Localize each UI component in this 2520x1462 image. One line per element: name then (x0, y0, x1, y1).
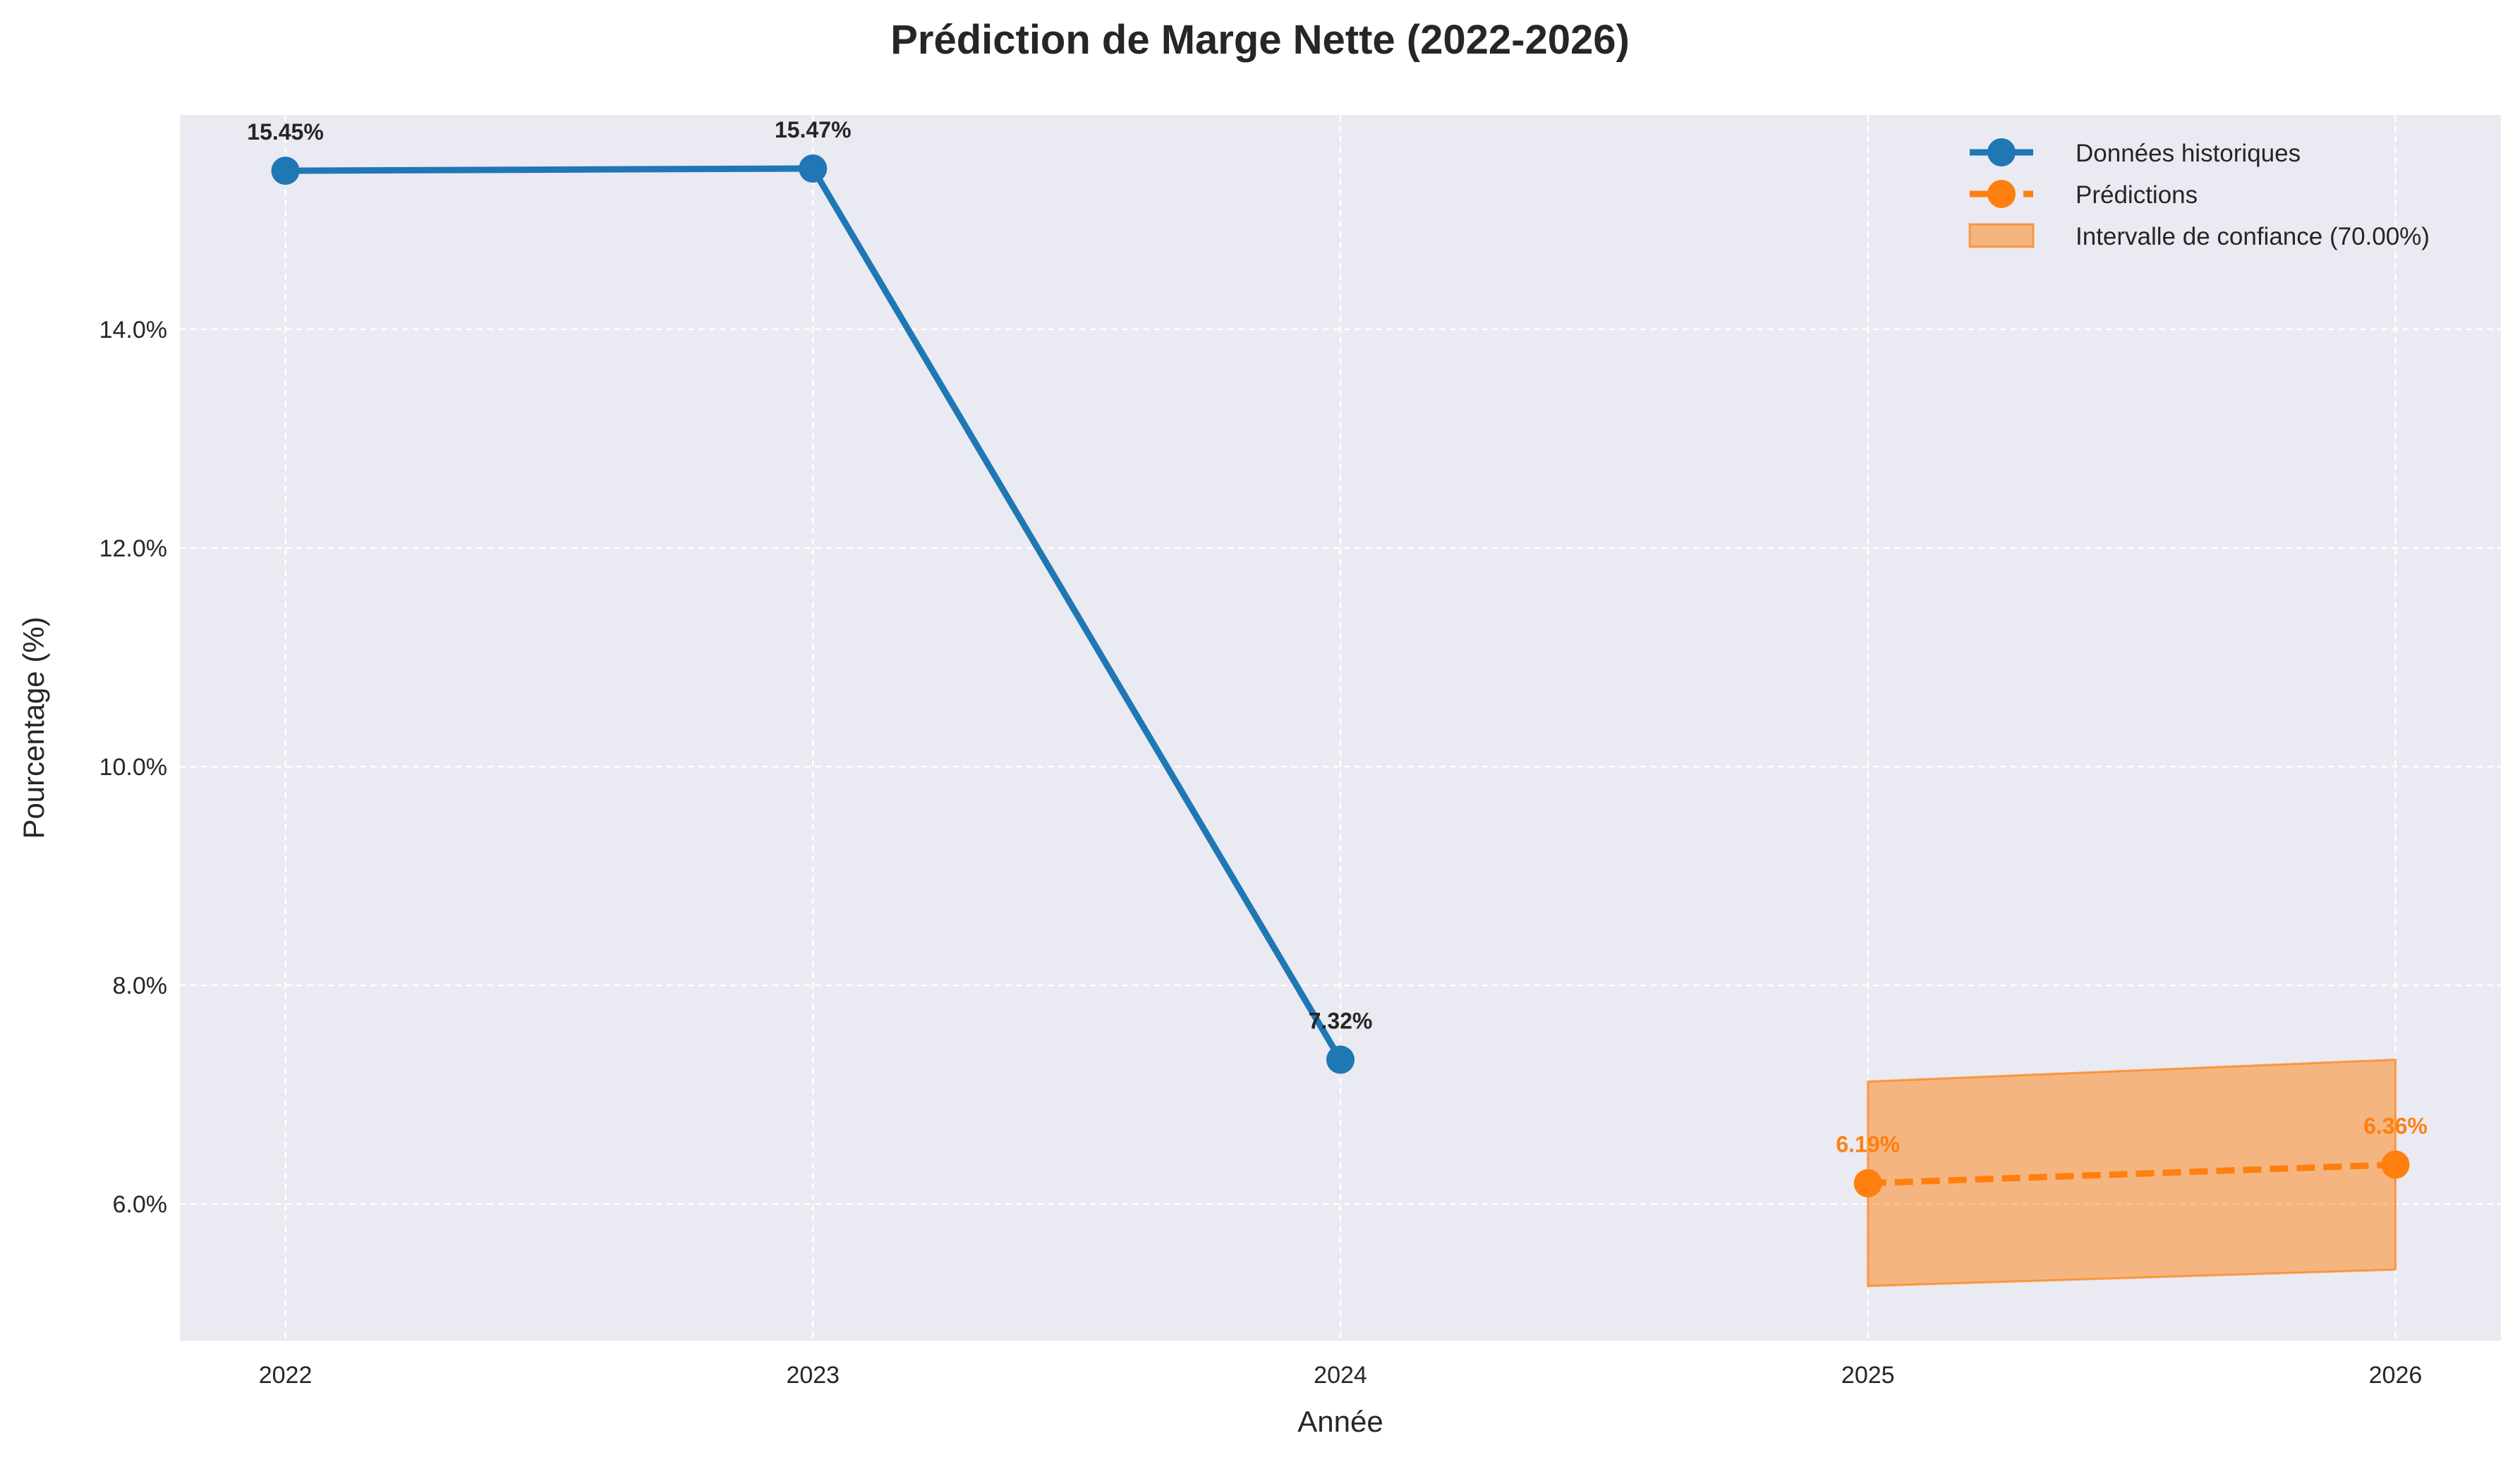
x-tick-label: 2023 (786, 1362, 840, 1389)
legend-swatch-predictions-marker (1987, 180, 2016, 208)
legend-swatch-historical-marker (1987, 138, 2016, 166)
data-label-historical: 7.32% (1309, 1009, 1373, 1034)
y-tick-label: 10.0% (99, 754, 167, 781)
x-axis-label: Année (1297, 1405, 1383, 1438)
series-line-predictions (1867, 1161, 2396, 1187)
data-label-predictions: 6.19% (1836, 1132, 1900, 1157)
data-label-predictions: 6.36% (2363, 1113, 2428, 1138)
chart-title: Prédiction de Marge Nette (2022-2026) (890, 17, 1630, 63)
confidence-interval-layer (1867, 1058, 2397, 1288)
data-label-historical: 15.47% (775, 117, 852, 142)
x-tick-label: 2026 (2369, 1362, 2423, 1389)
x-tick-label: 2025 (1841, 1362, 1895, 1389)
y-tick-label: 14.0% (99, 317, 167, 343)
legend-item-confidence: Intervalle de confiance (70.00%) (1968, 223, 2430, 250)
x-tick-label: 2022 (259, 1362, 313, 1389)
data-point-historical (1326, 1045, 1355, 1074)
legend-label-confidence: Intervalle de confiance (70.00%) (2076, 223, 2430, 250)
confidence-interval-band (1867, 1058, 2397, 1288)
legend: Données historiques Prédictions Interval… (1968, 138, 2430, 250)
legend-label-predictions: Prédictions (2076, 181, 2198, 209)
legend-item-predictions: Prédictions (1970, 180, 2198, 209)
data-label-historical: 15.45% (247, 119, 324, 145)
y-axis-label: Pourcentage (%) (17, 616, 50, 839)
tick-labels-layer: 2022 2023 2024 2025 2026 6.0% 8.0% 10.0% 12.0% 14… (99, 317, 2423, 1389)
legend-label-historical: Données historiques (2076, 140, 2301, 167)
y-tick-label: 8.0% (113, 973, 168, 999)
data-point-historical (799, 154, 828, 183)
y-tick-label: 12.0% (99, 535, 167, 562)
legend-swatch-confidence (1968, 223, 2035, 248)
x-tick-label: 2024 (1314, 1362, 1367, 1389)
legend-item-historical: Données historiques (1970, 138, 2301, 167)
data-labels-layer: 15.45% 15.47% 7.32% 6.19% 6.36% (247, 117, 2428, 1157)
y-tick-label: 6.0% (113, 1191, 168, 1218)
series-layer (271, 154, 2410, 1198)
data-point-predictions (2381, 1150, 2410, 1179)
data-point-historical (271, 157, 300, 185)
data-point-predictions (1853, 1169, 1882, 1198)
